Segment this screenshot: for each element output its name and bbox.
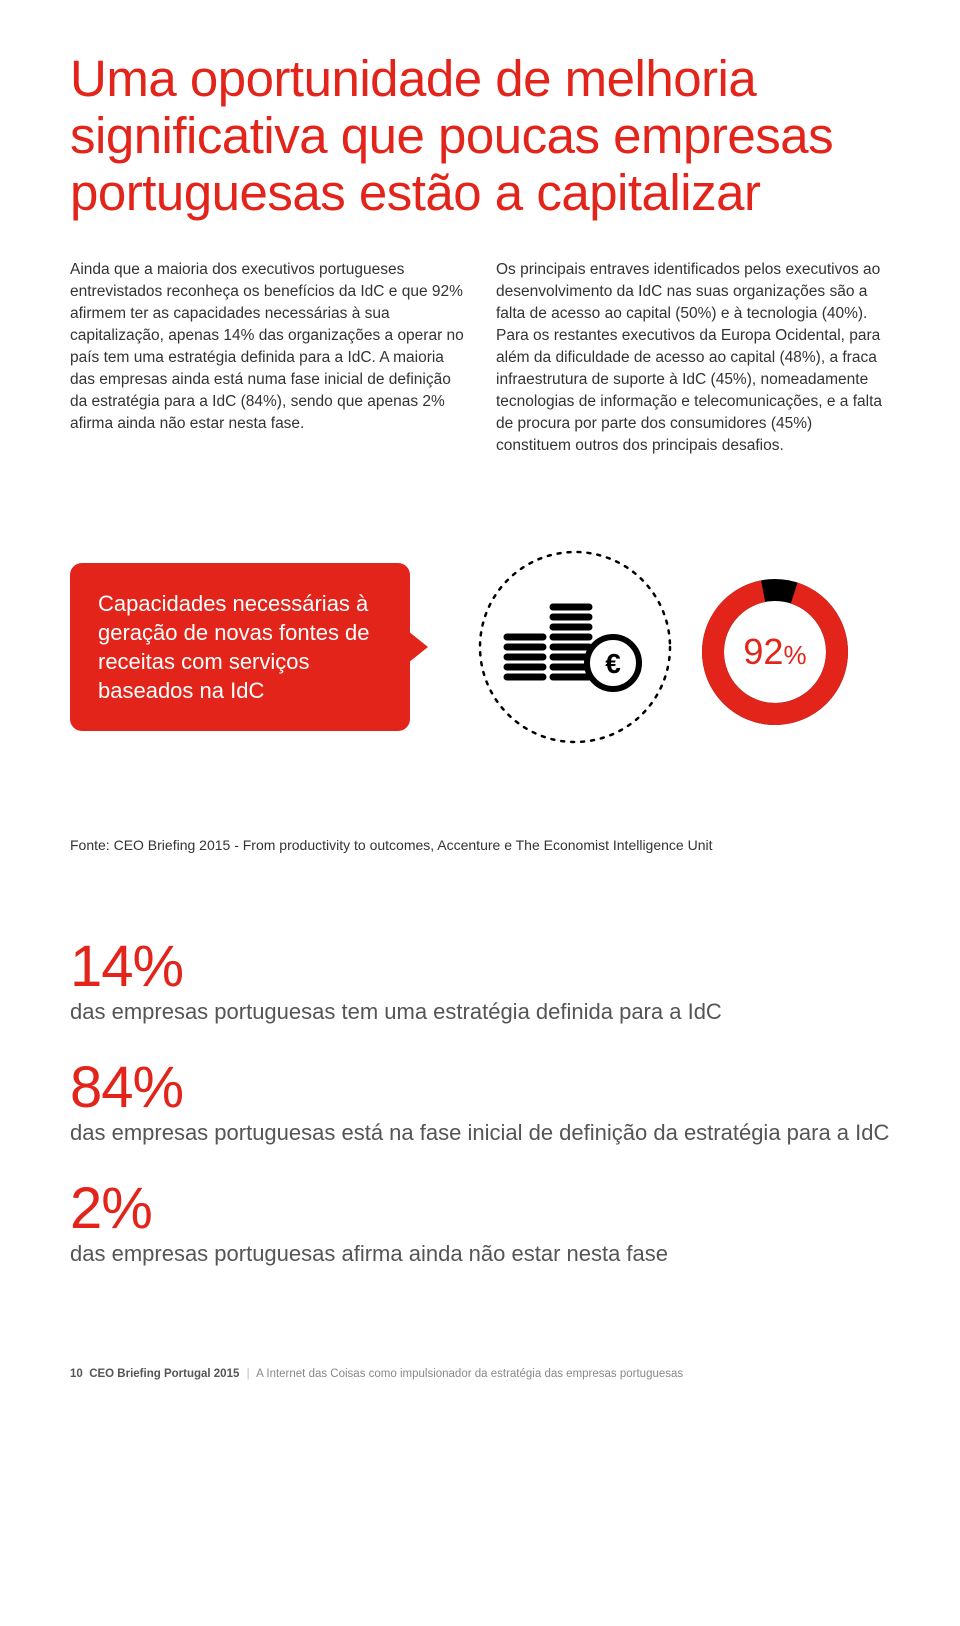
stat-3-num: 2% [70,1180,890,1238]
donut-percent: % [783,640,806,670]
donut-label: 92% [743,631,806,673]
euro-symbol: € [605,648,621,679]
stat-3: 2% das empresas portuguesas afirma ainda… [70,1180,890,1269]
stat-1-text: das empresas portuguesas tem uma estraté… [70,998,890,1027]
body-col-1: Ainda que a maioria dos executivos portu… [70,259,464,457]
stat-2-num: 84% [70,1059,890,1117]
footer-page-number: 10 [70,1368,83,1380]
footer-subtitle: A Internet das Coisas como impulsionador… [256,1368,683,1380]
footer-separator: | [247,1368,250,1380]
coins-icon-wrap: € [445,547,705,747]
callout-box: Capacidades necessárias à geração de nov… [70,563,410,731]
donut-chart: 92% [695,572,855,732]
infographic: Capacidades necessárias à geração de nov… [70,547,890,747]
stat-3-text: das empresas portuguesas afirma ainda nã… [70,1240,890,1269]
page-footer: 10 CEO Briefing Portugal 2015 | A Intern… [70,1368,890,1380]
stat-2: 84% das empresas portuguesas está na fas… [70,1059,890,1148]
page-title: Uma oportunidade de melhoria significati… [70,50,890,221]
stat-2-text: das empresas portuguesas está na fase in… [70,1119,890,1148]
footer-doc-title: CEO Briefing Portugal 2015 [89,1368,239,1380]
stat-1-num: 14% [70,938,890,996]
body-columns: Ainda que a maioria dos executivos portu… [70,259,890,457]
source-line: Fonte: CEO Briefing 2015 - From producti… [70,837,890,853]
stat-1: 14% das empresas portuguesas tem uma est… [70,938,890,1027]
body-col-2: Os principais entraves identificados pel… [496,259,890,457]
donut-value: 92 [743,631,783,672]
coins-icon: € [445,547,705,747]
